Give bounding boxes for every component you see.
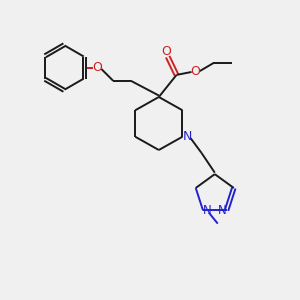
Text: N: N [218, 204, 227, 217]
Text: O: O [161, 45, 171, 58]
Text: O: O [191, 65, 201, 79]
Text: N: N [203, 204, 212, 217]
Text: N: N [183, 130, 192, 143]
Text: O: O [92, 61, 102, 74]
